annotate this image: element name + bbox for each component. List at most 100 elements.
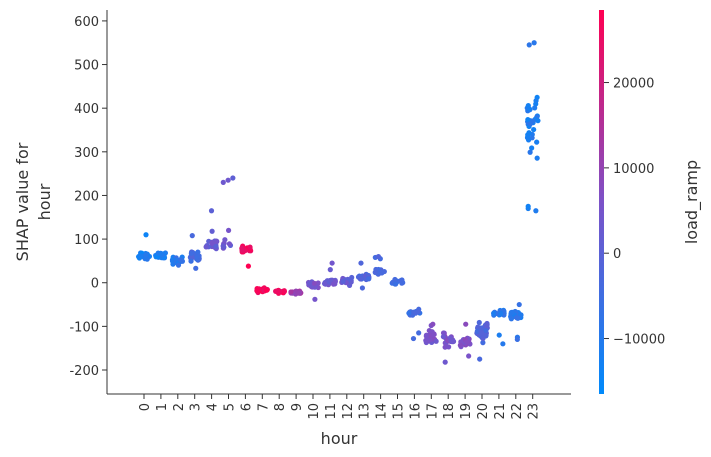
colorbar-ticks: −10000 0 10000 20000 [604,77,665,348]
data-point [378,270,385,276]
x-tick-label: 8 [273,403,288,411]
data-point [213,243,219,250]
data-point [480,340,486,346]
data-point [413,310,419,316]
data-point [498,311,504,317]
data-point [406,310,412,316]
data-point [500,341,506,347]
data-point [143,232,149,238]
data-point [515,315,521,321]
x-tick-label: 20 [476,403,491,420]
data-point [533,98,539,104]
data-point [239,247,245,253]
data-point [312,296,318,302]
data-point [446,344,452,350]
data-point [535,118,541,124]
data-point [208,208,215,214]
data-point [276,289,282,295]
colorbar-label: load_ramp [682,160,702,244]
data-point [225,227,232,233]
colorbar-tick-label: 10000 [613,162,654,177]
data-point [296,290,302,296]
data-point [203,244,209,250]
data-point [491,310,497,317]
data-point [349,274,355,281]
data-point [327,267,333,273]
data-point [393,281,399,287]
data-point [209,228,215,234]
data-point [193,265,199,271]
data-point [143,252,149,258]
x-tick-label: 2 [172,403,187,411]
data-point [332,279,338,285]
data-point [359,285,366,291]
x-tick-label: 14 [375,403,390,420]
x-tick-label: 11 [324,403,339,420]
data-point [225,177,231,183]
data-point [194,254,200,260]
data-point [247,244,253,250]
x-axis-label: hour [321,429,358,448]
x-tick-label: 16 [408,403,423,420]
data-point [483,327,489,334]
data-point [281,288,287,294]
data-point [518,312,524,318]
data-point [525,203,531,209]
data-point [322,281,329,287]
data-point [245,263,252,269]
data-point [220,179,226,185]
y-tick-label: 500 [74,59,99,74]
data-point [189,233,195,239]
colorbar-tick-label: 0 [613,247,621,262]
data-point [340,278,346,285]
data-point [416,330,422,336]
data-point [440,334,447,340]
data-point [178,257,184,263]
colorbar-tick-label: −10000 [613,333,665,348]
y-tick-label: -100 [69,320,99,335]
x-tick-label: 12 [341,403,356,420]
x-tick-label: 22 [510,403,525,420]
data-point [525,116,531,123]
data-point [357,276,363,282]
x-tick-label: 21 [493,403,508,420]
data-point [328,277,334,283]
data-point [440,330,447,336]
data-point [450,338,457,345]
x-tick-label: 10 [307,403,322,420]
data-point [534,139,540,145]
data-point [484,320,490,327]
data-point [525,137,532,143]
data-point [423,332,430,338]
scatter-points [135,40,541,365]
y-tick-label: 0 [91,277,99,292]
data-point [220,243,226,249]
data-point [457,342,463,348]
y-tick-label: 600 [74,15,99,30]
data-point [526,42,532,48]
data-point [534,155,540,161]
colorbar [599,10,604,394]
data-point [477,356,483,362]
data-point [311,280,317,286]
data-point [329,260,335,266]
data-point [230,175,236,181]
data-point [447,335,454,341]
y-axis-ticks: -200 -100 0 100 200 300 400 500 600 [69,15,107,379]
y-axis-label-line1: SHAP value for [13,142,32,261]
data-point [431,331,437,338]
data-point [264,287,270,293]
y-axis-label: SHAP value for hour [13,142,54,261]
data-point [430,321,436,327]
data-point [529,145,535,151]
data-point [410,335,417,342]
data-point [375,253,382,260]
data-point [442,359,448,365]
data-point [530,118,536,124]
data-point [516,301,522,308]
data-point [306,280,313,286]
data-point [466,353,472,359]
data-point [433,338,439,344]
data-point [509,309,515,316]
data-point [138,253,144,259]
